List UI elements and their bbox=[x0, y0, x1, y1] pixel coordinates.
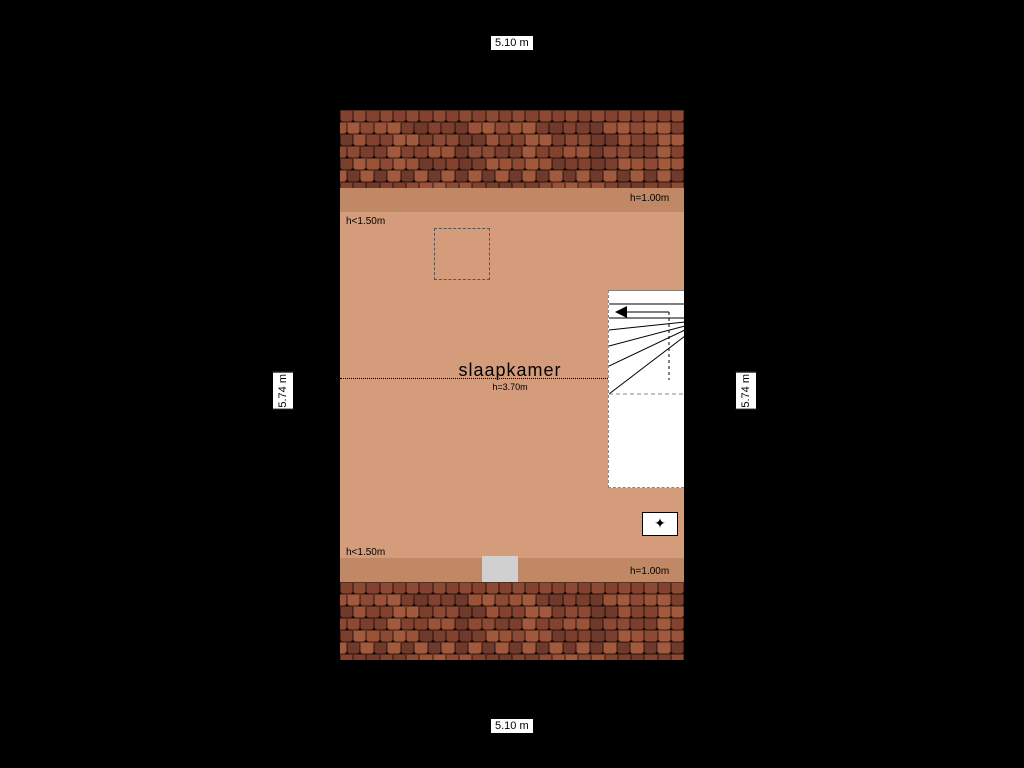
roof-bottom bbox=[340, 582, 684, 660]
floor-box bbox=[482, 556, 518, 582]
dimension-left: 5.74 m bbox=[272, 372, 294, 410]
ceiling-hatch bbox=[434, 228, 490, 280]
roof-top bbox=[340, 110, 684, 188]
room-name: slaapkamer bbox=[430, 360, 590, 381]
label-h150-top: h<1.50m bbox=[346, 216, 385, 227]
dimension-left-value: 5.74 m bbox=[277, 374, 289, 408]
stairwell bbox=[608, 290, 684, 488]
dimension-bottom-value: 5.10 m bbox=[495, 720, 529, 732]
label-h100-top: h=1.00m bbox=[630, 193, 669, 204]
dimension-bottom: 5.10 m bbox=[490, 718, 534, 734]
bolt-icon: ✦ bbox=[654, 515, 666, 531]
label-h150-bottom: h<1.50m bbox=[346, 547, 385, 558]
room-height-label: h=3.70m bbox=[470, 382, 550, 392]
room-slaapkamer: h=1.00m h<1.50m h<1.50m h=1.00m slaapkam… bbox=[340, 188, 684, 582]
dimension-right-value: 5.74 m bbox=[740, 374, 752, 408]
stair-lines bbox=[609, 290, 685, 488]
dimension-right: 5.74 m bbox=[735, 372, 757, 410]
dimension-top-value: 5.10 m bbox=[495, 37, 529, 49]
label-h100-bottom: h=1.00m bbox=[630, 566, 669, 577]
dimension-top: 5.10 m bbox=[490, 35, 534, 51]
electrical-fixture: ✦ bbox=[642, 512, 678, 536]
floorplan-stage: 5.10 m 5.10 m 5.74 m 5.74 m h=1.00m h<1.… bbox=[0, 0, 1024, 768]
